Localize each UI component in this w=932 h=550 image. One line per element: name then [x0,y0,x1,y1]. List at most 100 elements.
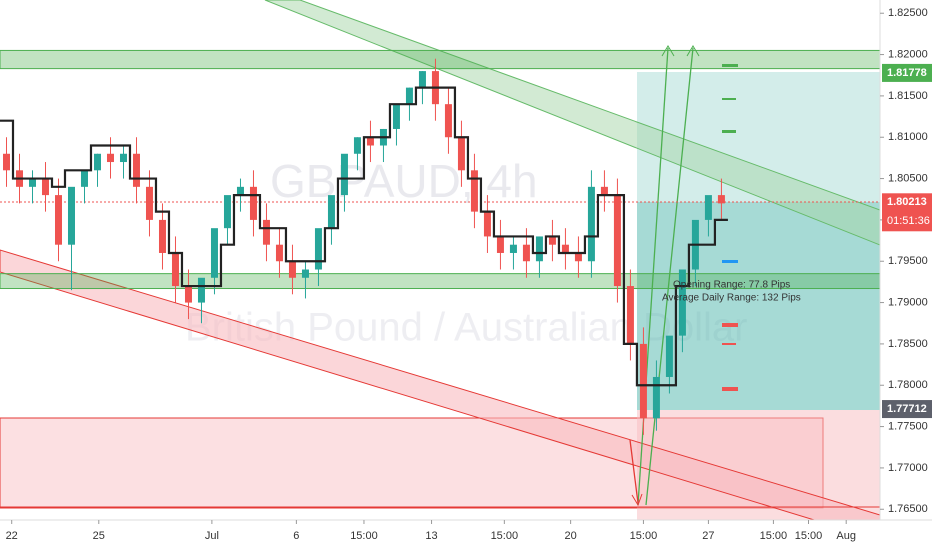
x-tick-label: 20 [565,530,577,542]
y-tick-label: 1.77000 [888,462,928,474]
candle-body [249,186,257,220]
arrow [645,47,694,506]
candle-body [626,286,634,344]
candle-body [548,236,556,245]
countdown: 01:51:36 [887,215,930,227]
y-tick-label: 1.76500 [888,503,928,515]
y-tick-label: 1.78000 [888,379,928,391]
candle-body [41,178,49,196]
candle-body [327,195,335,229]
x-tick-label: 15:00 [760,530,788,542]
candle-body [54,195,62,245]
x-tick-label: 13 [425,530,437,542]
x-tick-label: 15:00 [491,530,519,542]
x-tick-label: 27 [702,530,714,542]
annotation: Opening Range: 77.8 Pips [673,280,790,291]
candle-body [171,252,179,287]
candle-body [457,137,465,171]
price-label-bg [882,63,932,82]
arrow-head [686,45,700,57]
profit-area [637,202,880,410]
candle-body [340,153,348,196]
y-tick-label: 1.80500 [888,172,928,184]
candle-body [613,195,621,287]
candle-body [574,252,582,262]
plot-area: GBPAUD, 4h British Pound / Australian Do… [0,0,880,520]
candle-body [223,195,231,229]
y-tick-label: 1.82500 [888,7,928,19]
arrow-head [631,493,643,507]
candle-body [93,153,101,171]
x-tick-label: 22 [6,530,18,542]
candle-body [301,269,309,278]
red-channel [0,249,880,520]
candle-body [106,153,114,163]
range-markers [722,64,738,391]
candle-body [132,153,140,187]
x-tick-label: 15:00 [630,530,658,542]
candle-body [587,186,595,262]
price-label: 1.81778 [887,67,927,79]
candle-body [470,170,478,212]
annotation: Average Daily Range: 132 Pips [662,293,801,304]
y-tick-label: 1.79000 [888,296,928,308]
price-label-bg [882,193,932,232]
price-label: 1.80213 [887,196,927,208]
watermark: GBPAUD, 4h [270,155,538,207]
y-tick-label: 1.82000 [888,48,928,60]
candle-body [678,269,686,336]
candle-body [392,104,400,129]
x-tick-label: Aug [836,530,856,542]
y-tick-label: 1.81000 [888,131,928,143]
candle-body [275,244,283,262]
candle-body [535,236,543,262]
x-tick-label: 6 [293,530,299,542]
candle-body [405,87,413,105]
candle-body [509,244,517,253]
price-label-bg [882,400,932,419]
candle-body [158,219,166,253]
candle-body [353,137,361,154]
candle-body [561,244,569,253]
candle-body [145,186,153,220]
candle-body [665,335,673,377]
x-tick-label: 15:00 [795,530,823,542]
candle-body [600,186,608,196]
candle-body [418,71,426,88]
x-tick-label: Jul [205,530,219,542]
candle-body [28,178,36,187]
price-label: 1.77712 [887,403,927,415]
zone [0,49,880,70]
arrow [629,439,639,504]
candle-body [522,244,530,262]
candle-body [652,376,660,419]
candle-body [210,228,218,278]
candle-body [366,137,374,146]
candle-body [2,153,10,171]
y-tick-label: 1.78500 [888,338,928,350]
candle-body [717,195,725,204]
y-tick-label: 1.79500 [888,255,928,267]
candle-body [496,236,504,253]
candle-body [314,228,322,270]
candle-body [67,186,75,245]
candle-body [262,219,270,245]
candle-body [80,170,88,187]
step-line [0,86,728,387]
candle-body [119,153,127,163]
y-tick-label: 1.81500 [888,90,928,102]
arrow-head [661,45,675,57]
candle-body [639,343,647,419]
candle-body [184,286,192,303]
y-tick-label: 1.77500 [888,420,928,432]
x-tick-label: 15:00 [350,530,378,542]
candle-body [704,195,712,220]
candle-body [197,277,205,303]
candle-body [236,186,244,196]
green-channel [264,0,880,246]
x-tick-label: 25 [93,530,105,542]
candle-body [444,104,452,138]
candle-body [288,261,296,278]
candle-body [483,211,491,237]
